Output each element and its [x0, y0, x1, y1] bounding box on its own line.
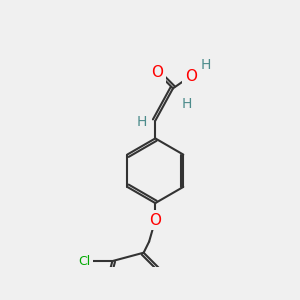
- Text: H: H: [182, 97, 192, 111]
- Text: H: H: [201, 58, 211, 72]
- Text: O: O: [149, 212, 161, 227]
- Text: H: H: [136, 115, 147, 129]
- Text: O: O: [152, 65, 164, 80]
- Text: Cl: Cl: [79, 255, 91, 268]
- Text: O: O: [185, 68, 197, 83]
